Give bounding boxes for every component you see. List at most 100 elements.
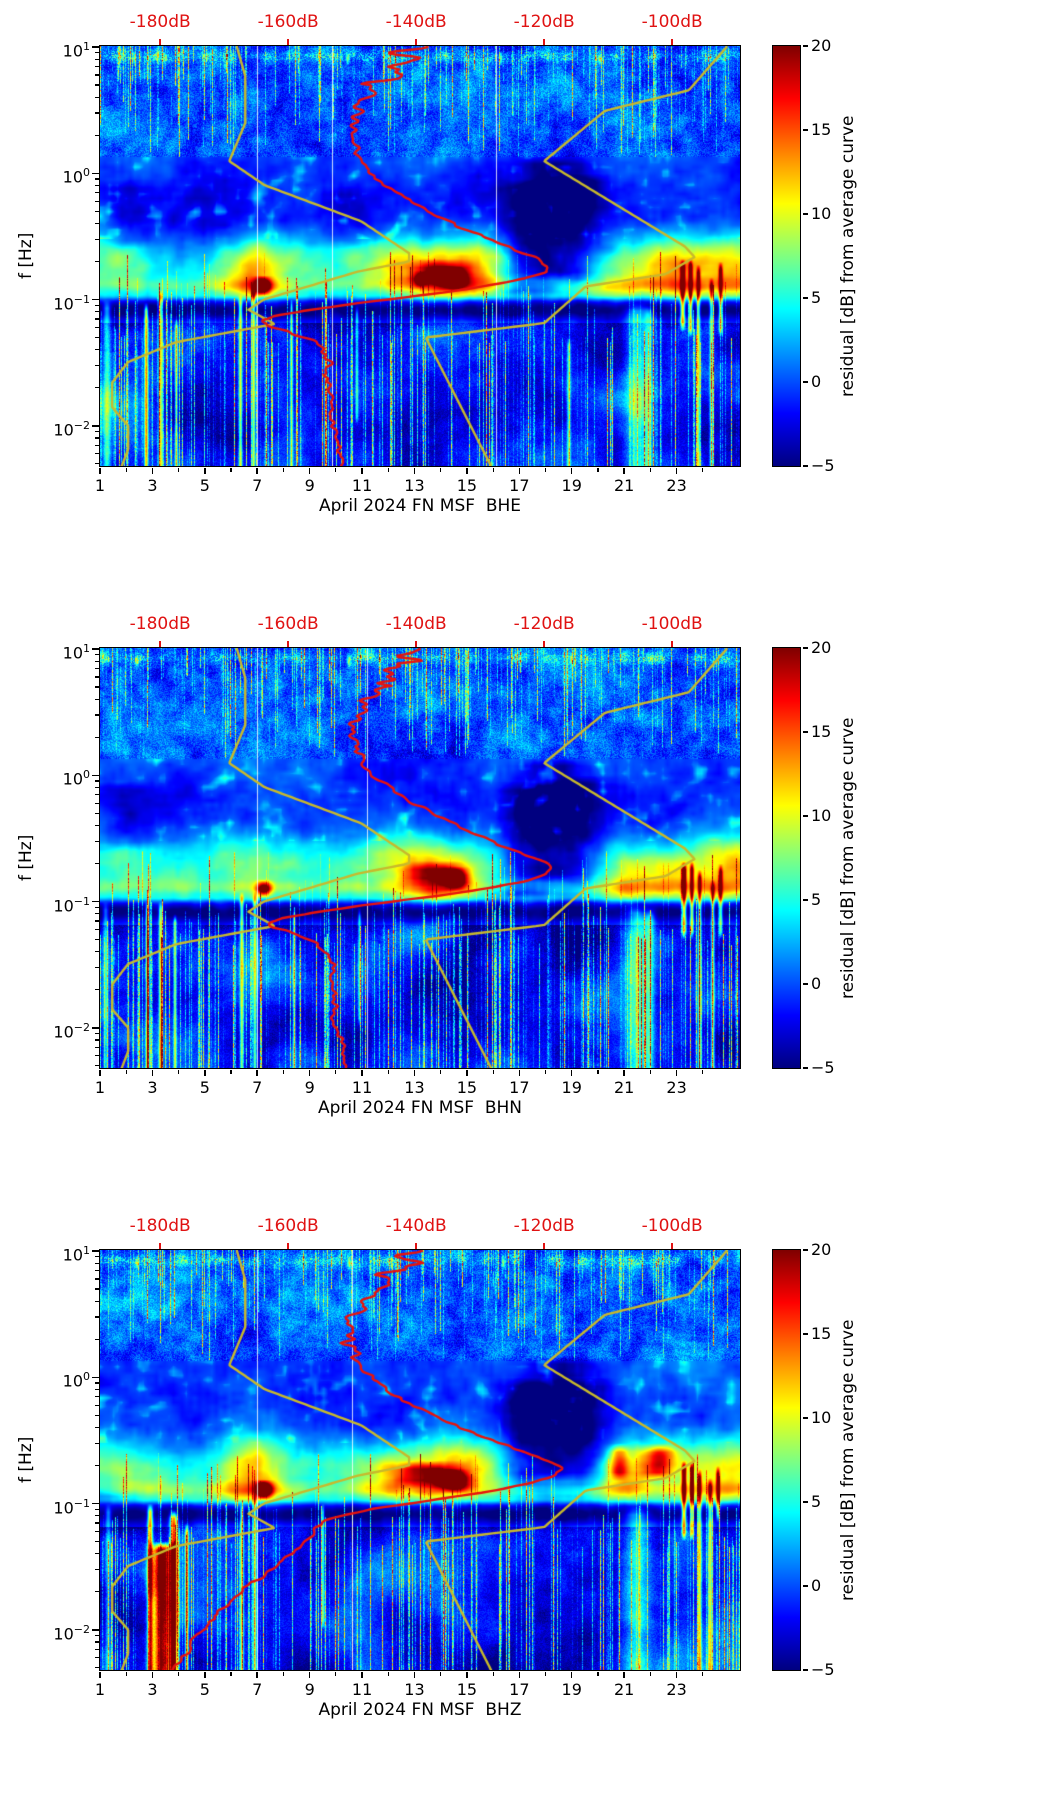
y-axis-minor-tick <box>95 786 100 789</box>
y-axis-minor-tick <box>95 928 100 931</box>
x-axis-major-tick <box>151 1672 154 1678</box>
y-axis-minor-tick <box>95 326 100 329</box>
top-axis-tick <box>159 641 161 647</box>
spectrogram-canvas-bhz <box>100 1250 740 1670</box>
y-axis-minor-tick <box>95 336 100 339</box>
x-axis-tick-label: 7 <box>252 1078 263 1097</box>
y-axis-minor-tick <box>95 714 100 716</box>
y-axis-minor-tick <box>95 134 100 136</box>
y-axis-major-tick <box>92 1376 100 1379</box>
x-axis-minor-tick <box>440 1672 442 1676</box>
top-axis-tick <box>671 1243 673 1249</box>
x-axis-major-tick <box>623 1070 625 1076</box>
x-axis-tick-label: 7 <box>252 476 263 495</box>
colorbar-tick-label: 0 <box>811 1576 822 1595</box>
y-axis-major-tick <box>92 1502 100 1505</box>
x-axis-minor-tick <box>387 1672 389 1676</box>
y-axis-major-tick <box>92 774 100 777</box>
y-axis-major-tick <box>92 298 100 301</box>
y-axis-minor-tick <box>95 802 100 804</box>
x-axis-major-tick <box>204 1070 206 1076</box>
x-axis-tick-label: 9 <box>304 1078 315 1097</box>
x-axis-minor-tick <box>387 468 389 472</box>
y-axis-minor-tick <box>95 200 100 202</box>
top-axis-tick <box>415 641 417 647</box>
plot-area-bhn <box>99 647 741 1069</box>
y-axis-minor-tick <box>95 112 100 114</box>
colorbar-tick-label: −5 <box>811 1058 835 1077</box>
x-axis-tick-label: 13 <box>404 1680 425 1699</box>
top-axis-tick <box>671 39 673 45</box>
y-axis-minor-tick <box>95 387 100 389</box>
colorbar-tick <box>803 899 808 901</box>
colorbar-bhe <box>772 45 801 467</box>
x-axis-minor-tick <box>125 1070 127 1074</box>
x-axis-major-tick <box>518 1070 521 1076</box>
y-axis-label: f [Hz] <box>16 834 36 882</box>
y-axis-minor-tick <box>95 920 100 922</box>
y-axis-minor-tick <box>95 1316 100 1318</box>
x-axis-minor-tick <box>178 1672 180 1676</box>
x-axis-tick-label: 13 <box>404 1078 425 1097</box>
x-axis-tick-label: 7 <box>252 1680 263 1699</box>
y-axis-minor-tick <box>95 654 100 656</box>
y-axis-major-tick <box>92 46 100 48</box>
y-axis-minor-tick <box>95 453 100 455</box>
x-axis-minor-tick <box>492 1672 494 1676</box>
x-axis-major-tick <box>308 468 311 474</box>
top-axis-tick <box>287 39 289 45</box>
x-axis-major-tick <box>308 1070 311 1076</box>
y-axis-minor-tick <box>95 676 100 678</box>
colorbar-tick <box>803 1417 808 1419</box>
y-axis-tick-label: 100 <box>62 166 90 187</box>
top-axis-tick <box>543 39 545 45</box>
x-axis-tick-label: 17 <box>509 1078 530 1097</box>
x-axis-major-tick <box>623 1672 625 1678</box>
y-axis-major-tick <box>92 425 100 427</box>
y-axis-tick-label: 10−2 <box>53 418 90 440</box>
colorbar-tick <box>803 381 808 383</box>
subplot-bhe: f [Hz] April 2024 FN MSF BHE residual [d… <box>0 0 1052 602</box>
colorbar-tick-label: 0 <box>811 372 822 391</box>
x-axis-minor-tick <box>282 1070 285 1074</box>
x-axis-tick-label: 23 <box>666 476 687 495</box>
y-axis-minor-tick <box>95 1388 100 1391</box>
top-db-tick-label: -100dB <box>641 12 703 32</box>
y-axis-tick-label: 10−2 <box>53 1622 90 1644</box>
x-axis-major-tick <box>570 1070 573 1076</box>
colorbar-tick <box>803 45 808 47</box>
y-axis-minor-tick <box>95 862 100 865</box>
x-axis-minor-tick <box>230 1070 232 1074</box>
top-db-tick-label: -160dB <box>257 12 319 32</box>
x-axis-minor-tick <box>125 468 127 472</box>
x-axis-minor-tick <box>597 1070 599 1074</box>
x-axis-major-tick <box>570 1672 573 1678</box>
top-axis-tick <box>287 641 289 647</box>
colorbar-tick-label: 15 <box>811 120 832 139</box>
y-axis-tick-label: 10−1 <box>53 894 90 915</box>
colorbar-tick-label: 20 <box>811 1240 832 1259</box>
colorbar-tick <box>803 983 808 985</box>
y-axis-minor-tick <box>95 938 100 941</box>
y-axis-minor-tick <box>95 238 100 240</box>
colorbar-tick <box>803 297 808 299</box>
x-axis-tick-label: 19 <box>561 476 582 495</box>
x-axis-title-bhn: April 2024 FN MSF BHN <box>317 1098 523 1118</box>
subplot-bhn: f [Hz] April 2024 FN MSF BHN residual [d… <box>0 602 1052 1204</box>
x-axis-major-tick <box>361 1672 363 1678</box>
y-axis-tick-label: 101 <box>62 642 90 663</box>
x-axis-major-tick <box>466 1070 468 1076</box>
y-axis-minor-tick <box>95 1404 100 1406</box>
y-axis-minor-tick <box>95 364 100 367</box>
y-axis-major-tick <box>92 648 100 650</box>
x-axis-tick-label: 15 <box>456 1680 478 1699</box>
x-axis-major-tick <box>99 1672 101 1678</box>
y-axis-minor-tick <box>95 951 100 953</box>
y-axis-tick-label: 10−1 <box>53 292 90 313</box>
colorbar-tick <box>803 1501 808 1503</box>
x-axis-minor-tick <box>387 1070 389 1074</box>
y-axis-major-tick <box>92 1250 100 1252</box>
y-axis-minor-tick <box>95 1515 100 1517</box>
x-axis-minor-tick <box>282 468 285 472</box>
top-db-tick-label: -140dB <box>385 12 447 32</box>
